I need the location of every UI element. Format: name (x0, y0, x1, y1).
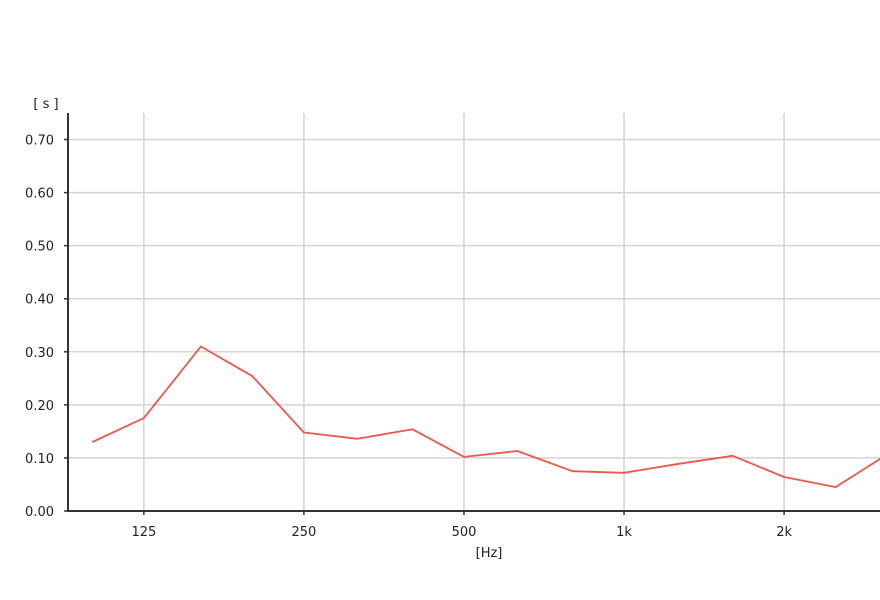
y-tick-label: 0.60 (25, 187, 54, 202)
y-tick-label: 0.20 (25, 399, 54, 414)
grid (68, 113, 880, 511)
series-line (91, 345, 880, 489)
series (91, 345, 880, 489)
tick-labels: 0.00 0.10 0.20 0.30 0.40 0.50 0.60 0.70 125 250 50… (25, 134, 792, 540)
y-tick-label: 0.70 (25, 134, 54, 149)
x-tick-label: 250 (292, 525, 317, 540)
y-tick-label: 0.50 (25, 240, 54, 255)
x-tick-label: 2k (776, 525, 792, 540)
x-tick-label: 1k (616, 525, 632, 540)
y-tick-label: 0.00 (25, 505, 54, 520)
y-axis-label: [ s ] (33, 97, 58, 112)
x-tick-label: 500 (452, 525, 477, 540)
y-tick-label: 0.40 (25, 293, 54, 308)
y-tick-label: 0.30 (25, 346, 54, 361)
x-tick-label: 125 (131, 525, 156, 540)
y-tick-label: 0.10 (25, 452, 54, 467)
x-axis-label: [Hz] (476, 546, 503, 561)
axes (64, 113, 880, 515)
